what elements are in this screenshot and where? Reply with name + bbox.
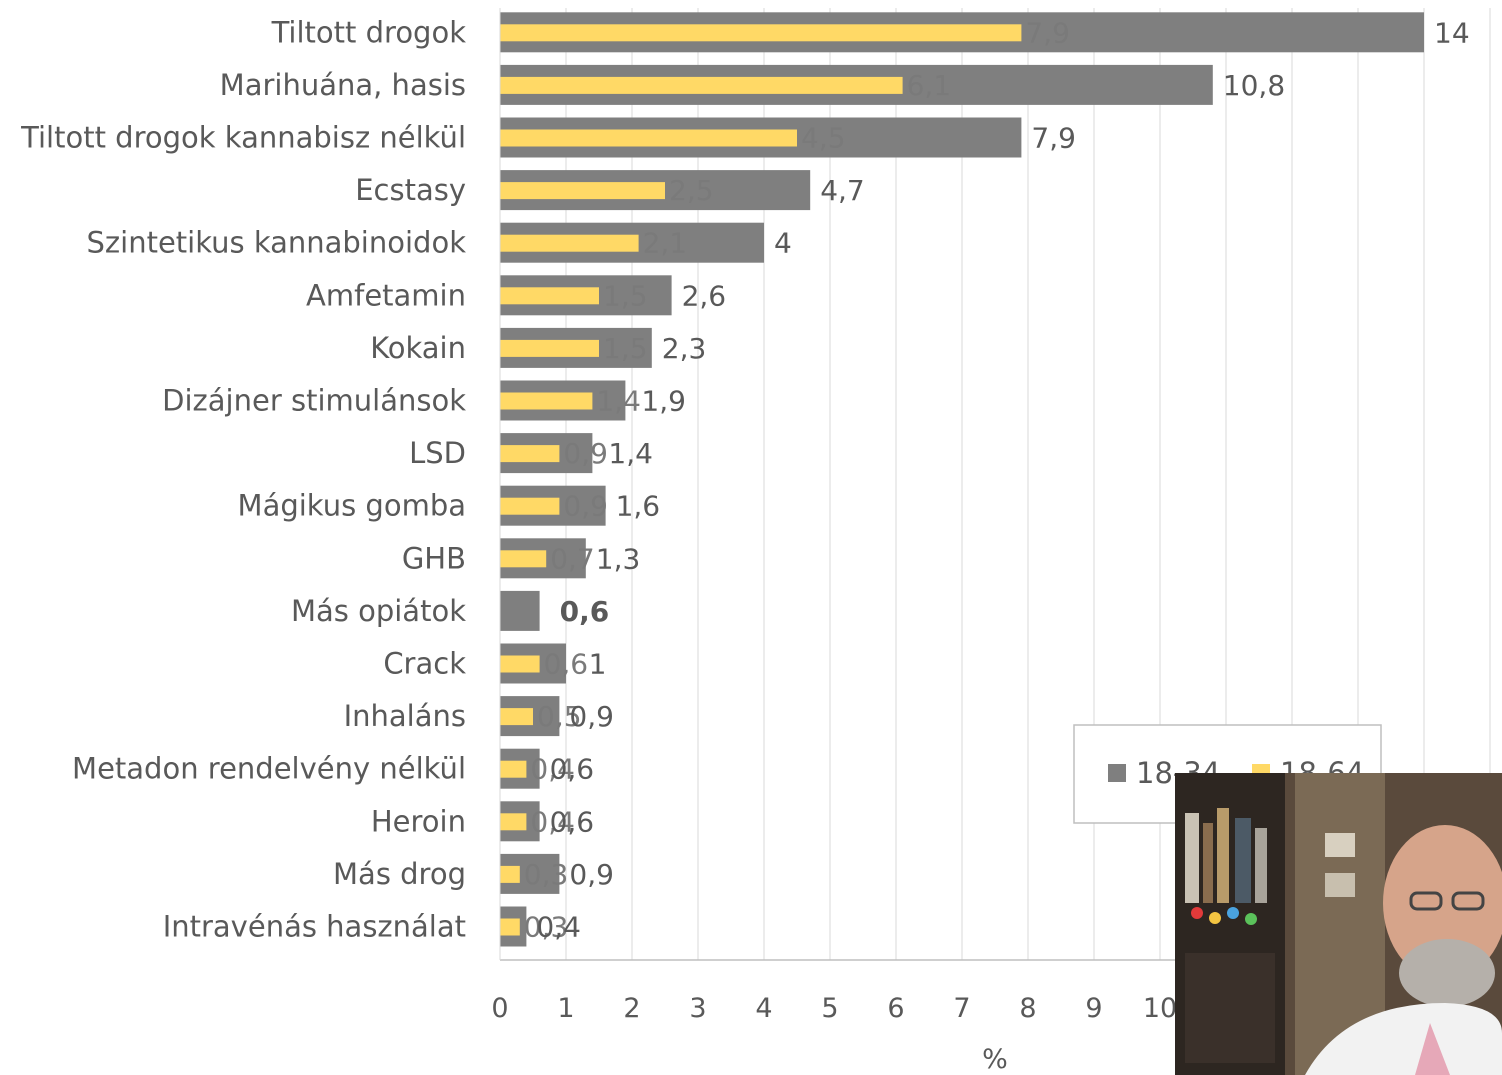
value-label-18-34: 10,8 — [1223, 69, 1285, 102]
legend-swatch-18-34 — [1108, 764, 1126, 782]
bar-18-64 — [500, 445, 560, 463]
bar-18-64 — [500, 918, 520, 936]
bar-18-64 — [500, 24, 1022, 42]
value-labels: 7,9 14 6,1 10,8 4,5 7,9 2,5 4,7 2,1 4 1,5 2,6 1,5 2,3… — [524, 16, 1470, 943]
value-label-18-34: 2,6 — [682, 279, 727, 312]
value-label-18-64: 0,7 — [550, 542, 595, 575]
value-label-18-64: 1,4 — [596, 385, 641, 418]
value-label-18-34: 1 — [589, 648, 607, 681]
value-label-18-34: 1,9 — [641, 385, 686, 418]
value-label-18-64: 0,6 — [544, 648, 589, 681]
value-label-18-34: 14 — [1434, 16, 1470, 49]
value-label-18-34: 0,9 — [569, 858, 614, 891]
category-label: Mágikus gomba — [238, 489, 466, 523]
x-tick-label: 1 — [557, 993, 574, 1024]
category-labels: Tiltott drogok Marihuána, hasis Tiltott dr… — [20, 15, 466, 943]
value-label-18-34: 7,9 — [1031, 122, 1076, 155]
category-label: Tiltott drogok kannabisz nélkül — [20, 121, 466, 155]
x-tick-label: 9 — [1085, 993, 1102, 1024]
bars — [500, 12, 1424, 947]
person-head — [1383, 825, 1502, 981]
value-label-18-64: 0,4 — [530, 753, 575, 786]
value-label-18-34: 2,3 — [662, 332, 707, 365]
value-label-18-64: 0,3 — [524, 911, 569, 944]
person-body — [1305, 1003, 1502, 1075]
value-label-18-34: 0,6 — [550, 753, 595, 786]
value-label-18-34: 1,3 — [596, 542, 641, 575]
value-label-18-64: 0,9 — [563, 490, 608, 523]
bar-18-64 — [500, 760, 527, 778]
category-label: Kokain — [370, 331, 466, 365]
value-label-18-64: 4,5 — [801, 122, 846, 155]
category-label: Heroin — [371, 804, 466, 838]
bar-18-64 — [500, 813, 527, 831]
x-tick-label: 2 — [623, 993, 640, 1024]
value-label-18-64: 2,1 — [643, 227, 688, 260]
value-label-18-64: 0,4 — [530, 805, 575, 838]
bar-18-64 — [500, 655, 540, 673]
category-label: Metadon rendelvény nélkül — [72, 752, 466, 786]
x-tick-labels: 0 1 2 3 4 5 6 7 8 9 10 — [491, 993, 1177, 1024]
bar-18-34 — [500, 590, 540, 631]
bar-18-64 — [500, 129, 797, 147]
category-label: Más opiátok — [291, 594, 466, 628]
bar-18-64 — [500, 708, 533, 726]
category-label: GHB — [402, 541, 466, 575]
value-label-18-64: 2,5 — [669, 174, 714, 207]
x-tick-label: 0 — [491, 993, 508, 1024]
category-label: Inhaláns — [344, 699, 466, 733]
value-label-18-64: 1,5 — [603, 332, 648, 365]
x-tick-label: 7 — [953, 993, 970, 1024]
x-tick-label: 5 — [821, 993, 838, 1024]
value-label-18-34: 0,6 — [550, 805, 595, 838]
value-label-18-64: 0,5 — [537, 700, 582, 733]
value-label-18-64: 1,5 — [603, 279, 648, 312]
bar-18-64 — [500, 76, 903, 94]
value-label-18-34: 4,7 — [820, 174, 865, 207]
bar-18-64 — [500, 497, 560, 515]
bar-18-64 — [500, 392, 593, 410]
x-tick-label: 4 — [755, 993, 772, 1024]
value-label-18-34: 1,6 — [616, 490, 661, 523]
bar-18-64 — [500, 865, 520, 883]
value-label-18-64: 6,1 — [907, 69, 952, 102]
x-tick-label: 8 — [1019, 993, 1036, 1024]
category-label: Szintetikus kannabinoidok — [87, 226, 467, 260]
value-label-18-64: 7,9 — [1025, 16, 1070, 49]
category-label: Amfetamin — [306, 278, 466, 312]
category-label: Intravénás használat — [163, 910, 466, 944]
bar-18-64 — [500, 182, 665, 200]
value-label-18-34: 0,4 — [536, 911, 581, 944]
value-label-18-64: 0,9 — [563, 437, 608, 470]
value-label-18-64: 0,3 — [524, 858, 569, 891]
value-label-18-34: 0,6 — [560, 595, 610, 628]
category-label: Crack — [383, 647, 466, 681]
category-label: Tiltott drogok — [271, 15, 467, 49]
category-label: LSD — [409, 436, 466, 470]
webcam-overlay — [1175, 773, 1502, 1075]
light-bulb-icon — [1191, 907, 1203, 919]
bar-18-64 — [500, 234, 639, 252]
value-label-18-34: 1,4 — [608, 437, 653, 470]
category-label: Ecstasy — [355, 173, 466, 207]
bar-18-64 — [500, 287, 599, 305]
bar-18-64 — [500, 550, 547, 568]
x-tick-label: 10 — [1143, 993, 1177, 1024]
value-label-18-34: 0,9 — [569, 700, 614, 733]
x-tick-label: 3 — [689, 993, 706, 1024]
x-tick-label: 6 — [887, 993, 904, 1024]
category-label: Marihuána, hasis — [220, 68, 466, 102]
category-label: Más drog — [333, 857, 466, 891]
x-axis-title: % — [982, 1044, 1008, 1075]
category-label: Dizájner stimulánsok — [162, 384, 466, 418]
bar-18-64 — [500, 339, 599, 357]
value-label-18-34: 4 — [774, 227, 792, 260]
